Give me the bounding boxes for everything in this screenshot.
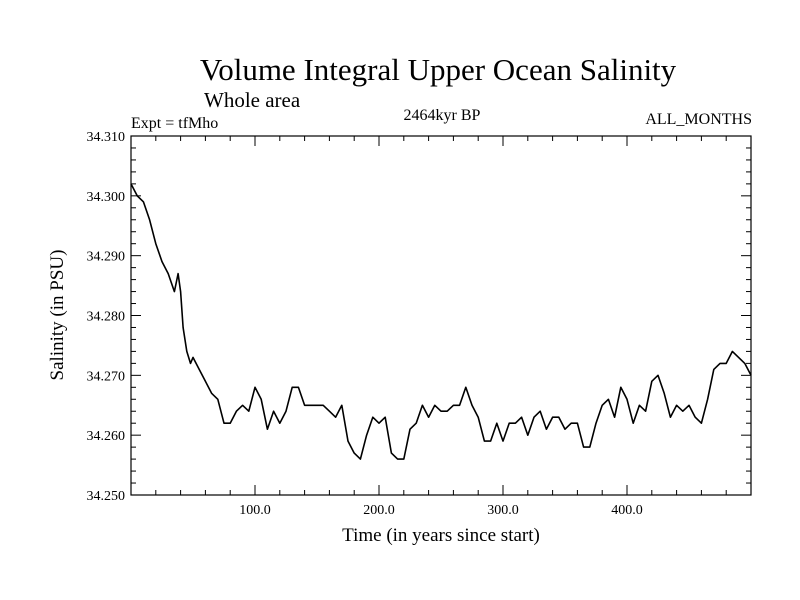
experiment-label: Expt = tfMho [131,115,218,132]
y-tick-label: 34.270 [87,369,126,384]
months-label: ALL_MONTHS [645,111,752,128]
y-axis-label: Salinity (in PSU) [47,250,68,381]
plot-frame [130,135,752,496]
x-axis-label: Time (in years since start) [342,525,540,546]
y-tick-label: 34.290 [87,250,126,265]
y-tick-label: 34.260 [87,429,126,444]
y-tick-label: 34.300 [87,190,126,205]
salinity-series-line [130,183,752,460]
x-tick-label: 100.0 [239,503,271,518]
y-tick-label: 34.310 [87,130,126,145]
y-tick-label: 34.280 [87,310,126,325]
x-tick-label: 200.0 [363,503,395,518]
chart-subtitle: Whole area [204,88,301,112]
y-tick-label: 34.250 [87,489,126,504]
tick-group [131,136,751,495]
tick-label-group: 100.0 200.0 300.0 400.0 34.250 34.260 34.270 34… [87,130,643,518]
chart-title: Volume Integral Upper Ocean Salinity [200,52,677,87]
x-tick-label: 400.0 [611,503,643,518]
x-tick-label: 300.0 [487,503,519,518]
period-label: 2464kyr BP [404,107,481,124]
